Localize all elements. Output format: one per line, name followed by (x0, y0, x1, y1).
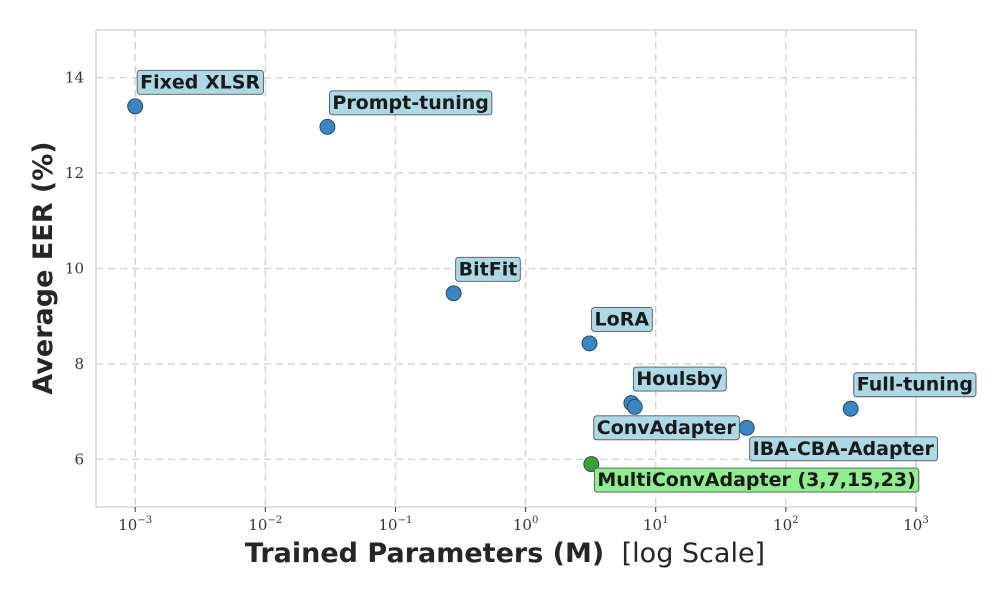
label-box-convadapter (593, 415, 740, 441)
label-text-lora: LoRA (595, 308, 650, 330)
x-tick-exponent: −3 (137, 515, 152, 526)
y-tick-label: 6 (74, 450, 84, 468)
label-box-bitfit (455, 256, 521, 282)
x-tick-base: 10 (903, 516, 922, 534)
label-prompt-tuning: Prompt-tuning (328, 90, 493, 116)
point-fixed-xlsr (127, 98, 144, 115)
label-text-iba-cba-adapter: IBA-CBA-Adapter (753, 438, 935, 460)
x-tick-base: 10 (643, 516, 662, 534)
point-lora (581, 335, 598, 352)
label-houlsby: Houlsby (632, 366, 727, 392)
x-tick-exponent: 3 (922, 515, 928, 526)
point-full-tuning (842, 400, 859, 417)
point-prompt-tuning (319, 118, 336, 135)
label-box-fixed-xlsr (136, 69, 264, 95)
x-tick-base: 10 (118, 516, 137, 534)
y-tick-label: 14 (65, 69, 84, 87)
x-tick-exponent: 2 (792, 515, 798, 526)
label-box-full-tuning (853, 372, 977, 398)
label-text-bitfit: BitFit (459, 258, 518, 280)
point-convadapter (626, 398, 643, 415)
x-tick-base: 10 (379, 516, 398, 534)
label-text-full-tuning: Full-tuning (857, 374, 973, 396)
x-tick-label: 103 (903, 515, 928, 534)
point-bitfit (445, 285, 462, 302)
x-tick-label: 10−1 (379, 515, 413, 534)
x-axis-label: Trained Parameters (M) [log Scale] (245, 538, 765, 569)
label-text-fixed-xlsr: Fixed XLSR (140, 71, 260, 93)
label-convadapter: ConvAdapter (593, 415, 740, 441)
label-box-lora (591, 306, 653, 332)
label-bitfit: BitFit (455, 256, 521, 282)
point-iba-cba-adapter (738, 419, 755, 436)
y-tick-label: 10 (65, 260, 84, 278)
y-axis-label: Average EER (%) (28, 141, 59, 394)
label-text-prompt-tuning: Prompt-tuning (332, 92, 489, 114)
label-text-houlsby: Houlsby (636, 368, 723, 390)
label-lora: LoRA (591, 306, 653, 332)
x-tick-exponent: 0 (532, 515, 538, 526)
label-box-houlsby (632, 366, 727, 392)
x-tick-label: 10−3 (118, 515, 152, 534)
label-text-convadapter: ConvAdapter (597, 417, 737, 439)
label-multiconvadapter-3-7-15-23: MultiConvAdapter (3,7,15,23) (593, 467, 920, 493)
x-tick-exponent: −1 (398, 515, 413, 526)
x-tick-label: 101 (643, 515, 668, 534)
point-multiconvadapter-3-7-15-23 (583, 456, 600, 473)
label-full-tuning: Full-tuning (853, 372, 977, 398)
label-fixed-xlsr: Fixed XLSR (136, 69, 264, 95)
label-iba-cba-adapter: IBA-CBA-Adapter (749, 436, 938, 462)
x-tick-label: 10−2 (248, 515, 282, 534)
x-tick-label: 100 (513, 515, 538, 534)
label-box-prompt-tuning (328, 90, 493, 116)
x-tick-base: 10 (773, 516, 792, 534)
label-box-multiconvadapter-3-7-15-23 (593, 467, 920, 493)
y-tick-label: 12 (65, 164, 84, 182)
plot-frame (95, 29, 917, 508)
x-tick-exponent: 1 (662, 515, 668, 526)
x-tick-base: 10 (513, 516, 532, 534)
x-tick-label: 102 (773, 515, 798, 534)
y-tick-label: 8 (74, 355, 84, 373)
x-tick-base: 10 (248, 516, 267, 534)
x-tick-exponent: −2 (267, 515, 282, 526)
label-text-multiconvadapter-3-7-15-23: MultiConvAdapter (3,7,15,23) (597, 469, 915, 491)
label-box-iba-cba-adapter (749, 436, 938, 462)
